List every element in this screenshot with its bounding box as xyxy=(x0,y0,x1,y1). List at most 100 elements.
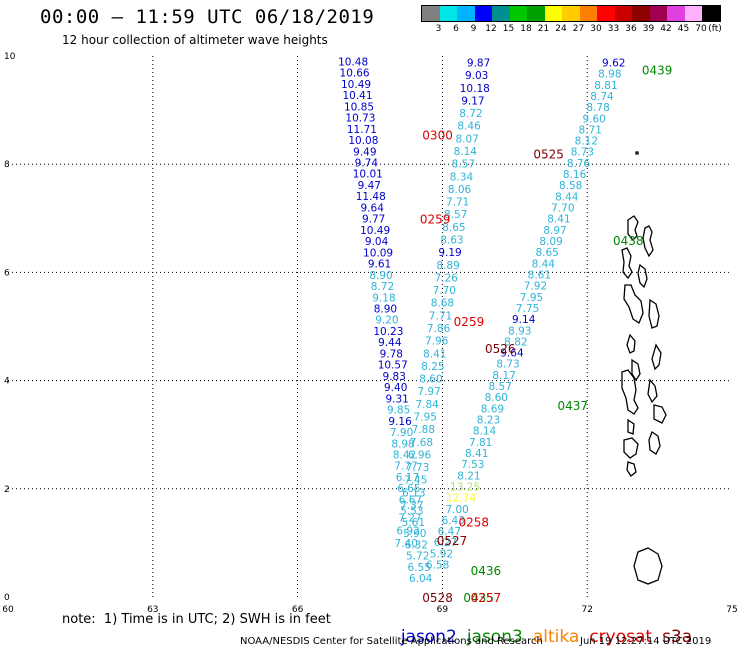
lon-tick-label: 60 xyxy=(2,605,14,615)
sat-altika: altika xyxy=(532,627,580,647)
wave-height-value: 8.90 xyxy=(374,304,397,316)
island-outline xyxy=(627,215,639,241)
wave-height-value: 8.07 xyxy=(455,133,478,145)
wave-height-value: 7.90 xyxy=(390,427,413,439)
units-note: note: 1) Time is in UTC; 2) SWH is in fe… xyxy=(62,612,331,627)
wave-height-value: 8.65 xyxy=(535,247,558,259)
lat-tick-label: 4 xyxy=(4,377,10,387)
wave-height-value: 9.40 xyxy=(384,382,407,394)
wave-height-value: 8.90 xyxy=(369,270,392,282)
pass-time-label: 0437 xyxy=(557,399,588,413)
wave-height-value: 7.71 xyxy=(429,310,452,322)
wave-height-value: 9.60 xyxy=(582,113,605,125)
island-outline xyxy=(648,431,661,455)
island-outline xyxy=(635,151,639,155)
legend-swatch xyxy=(667,6,685,21)
wave-height-value: 6.27 xyxy=(434,537,457,549)
legend-tick-label: 27 xyxy=(572,24,585,34)
map-grid xyxy=(8,56,732,597)
wave-height-value: 8.14 xyxy=(454,146,478,158)
island-outline xyxy=(637,263,648,289)
lat-tick-label: 2 xyxy=(4,485,10,495)
wave-height-value: 8.34 xyxy=(450,171,474,183)
wave-height-value: 7.88 xyxy=(412,424,435,436)
island-outline xyxy=(647,378,658,404)
wave-height-value: 10.73 xyxy=(345,113,375,125)
lon-tick-label: 69 xyxy=(437,605,449,615)
wave-height-value: 6.96 xyxy=(408,449,432,461)
legend-tick-label: 21 xyxy=(537,24,550,34)
pass-time-label: 0259 xyxy=(420,212,451,226)
wave-height-value: 8.41 xyxy=(547,214,570,226)
wave-height-value: 8.81 xyxy=(594,80,617,92)
sat-s3a: s3a xyxy=(662,627,693,647)
footer-credit: NOAA/NESDIS Center for Satellite Applica… xyxy=(240,636,543,647)
legend-tick-label: 39 xyxy=(642,24,655,34)
wave-height-value: 7.70 xyxy=(433,285,456,297)
wave-height-value: 9.74 xyxy=(355,157,379,169)
wave-height-value: 9.17 xyxy=(461,95,484,107)
wave-height-value: 7.53 xyxy=(461,459,484,471)
wave-height-value: 8.72 xyxy=(459,108,482,120)
wave-height-value: 10.18 xyxy=(460,83,490,95)
island-outline xyxy=(653,404,667,424)
wave-height-value: 7.86 xyxy=(427,323,451,335)
legend-swatch xyxy=(562,6,580,21)
wave-height-value: 8.98 xyxy=(391,438,414,450)
wave-height-value: 8.82 xyxy=(504,336,527,348)
legend-tick-label: 18 xyxy=(520,24,532,34)
wave-height-value: 8.57 xyxy=(489,381,512,393)
wave-height-value: 11.71 xyxy=(347,124,377,136)
island-outline xyxy=(621,247,633,280)
wave-height-value: 8.09 xyxy=(539,236,562,248)
wave-height-value: 8.25 xyxy=(421,361,444,373)
wave-height-value: 8.41 xyxy=(423,348,446,360)
legend-labels: 3 6 9 12 15 18 21 24 27 30 33 36 39 42 45 70 (ft) xyxy=(421,22,722,36)
wave-height-value: 8.60 xyxy=(419,374,442,386)
wave-height-value: 8.76 xyxy=(567,158,591,170)
wave-height-value: 6.47 xyxy=(438,526,461,538)
legend-tick-label: 6 xyxy=(453,24,459,34)
wave-height-value: 6.67 xyxy=(399,494,422,506)
wave-height-value: 8.17 xyxy=(492,370,515,382)
legend-swatch xyxy=(457,6,475,21)
legend-tick-label: 42 xyxy=(660,24,672,34)
wave-height-value: 7.81 xyxy=(469,437,492,449)
wave-height-value: 7.97 xyxy=(417,386,440,398)
wave-height-value: 6.32 xyxy=(405,539,428,551)
wave-height-values: 10.4810.6610.4910.4110.8510.7311.7110.08… xyxy=(338,56,625,585)
legend-tick-label: 30 xyxy=(590,24,602,34)
legend-swatch xyxy=(439,6,457,21)
wave-height-value: 8.16 xyxy=(563,169,587,181)
wave-height-value: 6.65 xyxy=(397,483,420,495)
wave-height-value: 7.77 xyxy=(394,461,417,473)
lat-tick-label: 10 xyxy=(4,52,16,62)
lon-tick-label: 75 xyxy=(726,605,737,615)
sat-jason2: jason2 xyxy=(400,627,457,647)
lat-tick-label: 8 xyxy=(4,160,10,170)
wave-height-value: 6.43 xyxy=(442,515,465,527)
wave-height-value: 6.92 xyxy=(396,525,419,537)
footer-timestamp: Jun 19 12:27:14 UTC 2019 xyxy=(580,636,712,647)
wave-height-value: 10.09 xyxy=(363,247,393,259)
legend-swatch xyxy=(579,6,597,21)
wave-height-value: 9.19 xyxy=(438,247,461,259)
wave-height-value: 9.03 xyxy=(465,70,488,82)
legend-swatch xyxy=(509,6,527,21)
wave-height-value: 5.53 xyxy=(400,506,423,518)
wave-height-value: 8.57 xyxy=(444,209,467,221)
pass-time-label: 0439 xyxy=(642,64,673,78)
map-title: 00:00 – 11:59 UTC 06/18/2019 xyxy=(40,6,375,28)
pass-time-label: 0258 xyxy=(458,515,489,529)
wave-height-value: 10.49 xyxy=(341,79,371,91)
wave-height-value: 8.71 xyxy=(579,124,602,136)
wave-height-value: 9.64 xyxy=(361,202,385,214)
wave-height-value: 8.12 xyxy=(575,136,598,148)
legend-tick-label: 70 xyxy=(695,24,707,34)
wave-height-value: 7.71 xyxy=(446,197,469,209)
wave-height-value: 8.57 xyxy=(452,159,475,171)
wave-height-value: 10.49 xyxy=(360,225,390,237)
wave-height-value: 7.40 xyxy=(395,538,418,550)
legend-swatch xyxy=(684,6,702,21)
wave-height-value: 10.57 xyxy=(378,360,408,372)
